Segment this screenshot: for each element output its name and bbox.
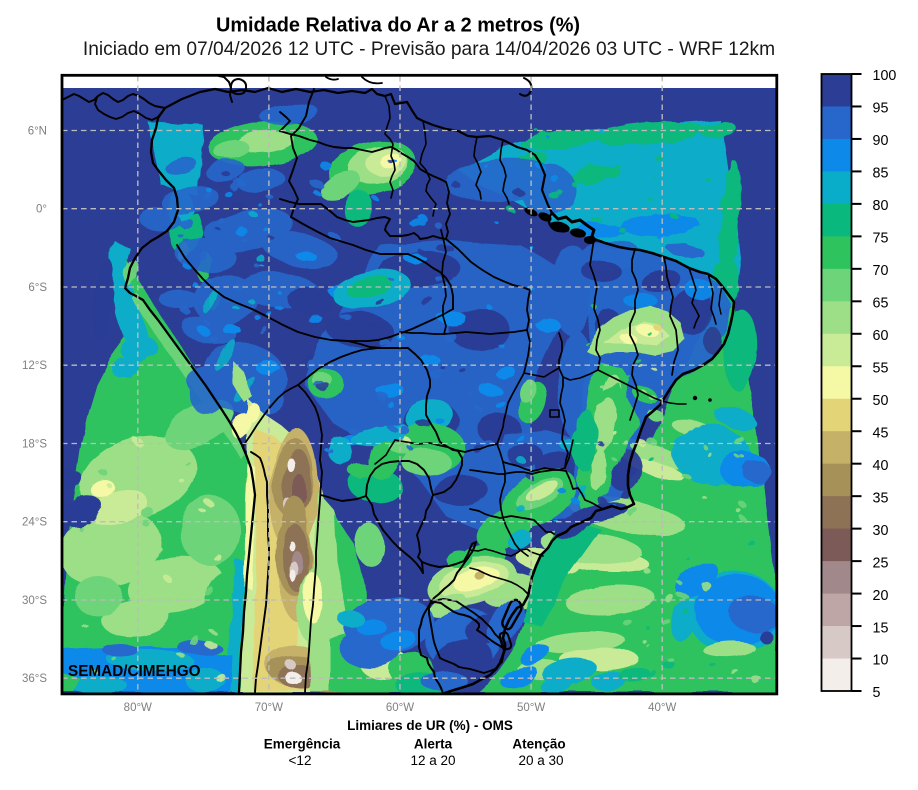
svg-text:50: 50 bbox=[873, 393, 889, 409]
svg-text:35: 35 bbox=[873, 490, 889, 506]
svg-text:55: 55 bbox=[873, 360, 889, 376]
svg-text:Iniciado em 07/04/2026 12 UTC: Iniciado em 07/04/2026 12 UTC - Previsão… bbox=[83, 39, 775, 60]
svg-text:10: 10 bbox=[873, 653, 889, 669]
svg-text:12 a 20: 12 a 20 bbox=[410, 753, 455, 768]
svg-text:36°S: 36°S bbox=[22, 673, 47, 685]
svg-text:70°W: 70°W bbox=[255, 702, 283, 714]
svg-text:75: 75 bbox=[873, 231, 889, 247]
svg-text:15: 15 bbox=[873, 620, 889, 636]
svg-text:Alerta: Alerta bbox=[414, 737, 453, 752]
svg-text:<12: <12 bbox=[289, 753, 312, 768]
svg-text:0°: 0° bbox=[36, 204, 47, 216]
svg-text:6°N: 6°N bbox=[28, 126, 47, 138]
svg-text:40°W: 40°W bbox=[648, 702, 676, 714]
svg-text:80°W: 80°W bbox=[124, 702, 152, 714]
svg-text:30°S: 30°S bbox=[22, 595, 47, 607]
svg-text:24°S: 24°S bbox=[22, 517, 47, 529]
svg-text:60: 60 bbox=[873, 328, 889, 344]
svg-text:6°S: 6°S bbox=[28, 282, 47, 294]
svg-text:SEMAD/CIMEHGO: SEMAD/CIMEHGO bbox=[68, 663, 201, 680]
svg-text:30: 30 bbox=[873, 523, 889, 539]
svg-text:25: 25 bbox=[873, 555, 889, 571]
svg-text:20 a 30: 20 a 30 bbox=[518, 753, 563, 768]
svg-text:Atenção: Atenção bbox=[512, 737, 565, 752]
svg-text:85: 85 bbox=[873, 166, 889, 182]
svg-text:100: 100 bbox=[873, 68, 897, 84]
svg-text:90: 90 bbox=[873, 133, 889, 149]
svg-text:80: 80 bbox=[873, 198, 889, 214]
svg-text:45: 45 bbox=[873, 425, 889, 441]
svg-text:50°W: 50°W bbox=[517, 702, 545, 714]
svg-text:70: 70 bbox=[873, 263, 889, 279]
svg-text:20: 20 bbox=[873, 588, 889, 604]
svg-text:65: 65 bbox=[873, 296, 889, 312]
svg-text:Limiares de UR (%) - OMS: Limiares de UR (%) - OMS bbox=[347, 718, 513, 733]
svg-text:5: 5 bbox=[873, 685, 881, 701]
svg-text:18°S: 18°S bbox=[22, 439, 47, 451]
svg-text:60°W: 60°W bbox=[386, 702, 414, 714]
svg-text:Emergência: Emergência bbox=[264, 737, 341, 752]
svg-text:95: 95 bbox=[873, 101, 889, 117]
svg-text:12°S: 12°S bbox=[22, 360, 47, 372]
svg-text:40: 40 bbox=[873, 458, 889, 474]
svg-text:Umidade Relativa do Ar a 2 met: Umidade Relativa do Ar a 2 metros (%) bbox=[216, 15, 580, 37]
